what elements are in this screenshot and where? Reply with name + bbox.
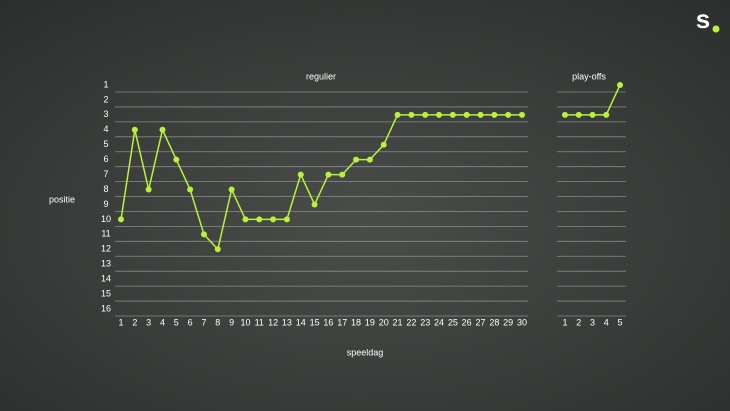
x-tick-label: 29 [503,317,513,327]
panel-title: regulier [306,71,336,81]
point [463,111,470,118]
x-tick-label: 1 [118,317,123,327]
point [200,231,207,238]
x-axis-label: speeldag [347,347,384,357]
x-tick-label: 10 [240,317,250,327]
point [575,111,582,118]
x-tick-label: 28 [489,317,499,327]
y-tick-label: 5 [103,139,108,149]
y-tick-label: 12 [101,244,111,254]
point [519,111,525,118]
y-tick-label: 3 [103,109,108,119]
point [589,111,596,118]
x-tick-label: 4 [604,317,609,327]
point [159,126,166,133]
point [380,141,387,148]
y-tick-label: 7 [103,169,108,179]
point [297,171,304,178]
point [131,126,138,133]
x-tick-label: 6 [188,317,193,327]
point [449,111,456,118]
x-tick-label: 4 [160,317,165,327]
point [339,171,346,178]
x-tick-label: 23 [420,317,430,327]
x-tick-label: 15 [310,317,320,327]
x-tick-label: 3 [146,317,151,327]
point [173,156,180,163]
y-tick-label: 14 [101,274,111,284]
x-tick-label: 7 [201,317,206,327]
point [353,156,360,163]
point [505,111,512,118]
x-tick-label: 14 [296,317,306,327]
x-tick-label: 2 [576,317,581,327]
x-tick-label: 5 [174,317,179,327]
y-tick-label: 8 [103,184,108,194]
y-tick-label: 9 [103,199,108,209]
y-tick-label: 11 [101,229,110,239]
y-axis-label: positie [49,194,75,204]
x-tick-label: 18 [351,317,361,327]
x-tick-label: 25 [448,317,458,327]
y-tick-label: 15 [101,288,111,298]
x-tick-label: 20 [379,317,389,327]
point [617,82,623,88]
y-tick-label: 16 [101,303,111,313]
point [603,111,610,118]
point [366,156,373,163]
point [325,171,332,178]
point [477,111,484,118]
point [187,186,194,193]
y-tick-label: 1 [103,79,108,89]
y-tick-label: 4 [103,124,108,134]
point [491,111,498,118]
x-tick-label: 9 [229,317,234,327]
x-tick-label: 19 [365,317,375,327]
point [242,216,249,223]
point [408,111,415,118]
point [283,216,290,223]
x-tick-label: 12 [268,317,278,327]
point [118,216,124,223]
x-tick-label: 2 [132,317,137,327]
point [228,186,235,193]
point [270,216,277,223]
point [214,246,221,253]
point [256,216,263,223]
x-tick-label: 13 [282,317,292,327]
x-tick-label: 21 [393,317,403,327]
point [562,111,568,118]
y-tick-label: 6 [103,154,108,164]
x-tick-label: 24 [434,317,444,327]
point [422,111,429,118]
panel-title: play-offs [572,71,606,81]
point [436,111,443,118]
x-tick-label: 16 [323,317,333,327]
logo: s [696,4,710,34]
x-tick-label: 22 [406,317,416,327]
point [145,186,152,193]
x-tick-label: 1 [562,317,567,327]
x-tick-label: 17 [337,317,347,327]
point [394,111,401,118]
x-tick-label: 27 [476,317,486,327]
y-tick-label: 13 [101,259,111,269]
x-tick-label: 30 [517,317,527,327]
x-tick-label: 11 [255,317,264,327]
x-tick-label: 3 [590,317,595,327]
x-tick-label: 8 [215,317,220,327]
x-tick-label: 5 [617,317,622,327]
y-tick-label: 10 [101,214,111,224]
y-tick-label: 2 [103,94,108,104]
point [311,201,318,208]
logo-dot [712,25,720,33]
x-tick-label: 26 [462,317,472,327]
